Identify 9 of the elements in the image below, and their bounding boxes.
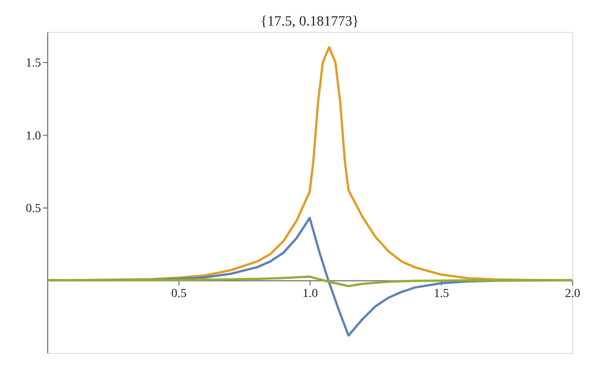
y-tick-label: 0.5 [26, 200, 42, 215]
chart-title: {17.5, 0.181773} [260, 13, 359, 30]
x-tick-label: 2.0 [564, 286, 580, 300]
line-series [47, 276, 572, 288]
x-tick-label: 0.5 [171, 286, 187, 300]
x-tick-label: 1.5 [434, 286, 450, 300]
y-tick-label: 1.0 [26, 128, 42, 142]
x-tick-label: 1.0 [302, 286, 318, 300]
y-tick-label: 1.5 [26, 56, 42, 70]
